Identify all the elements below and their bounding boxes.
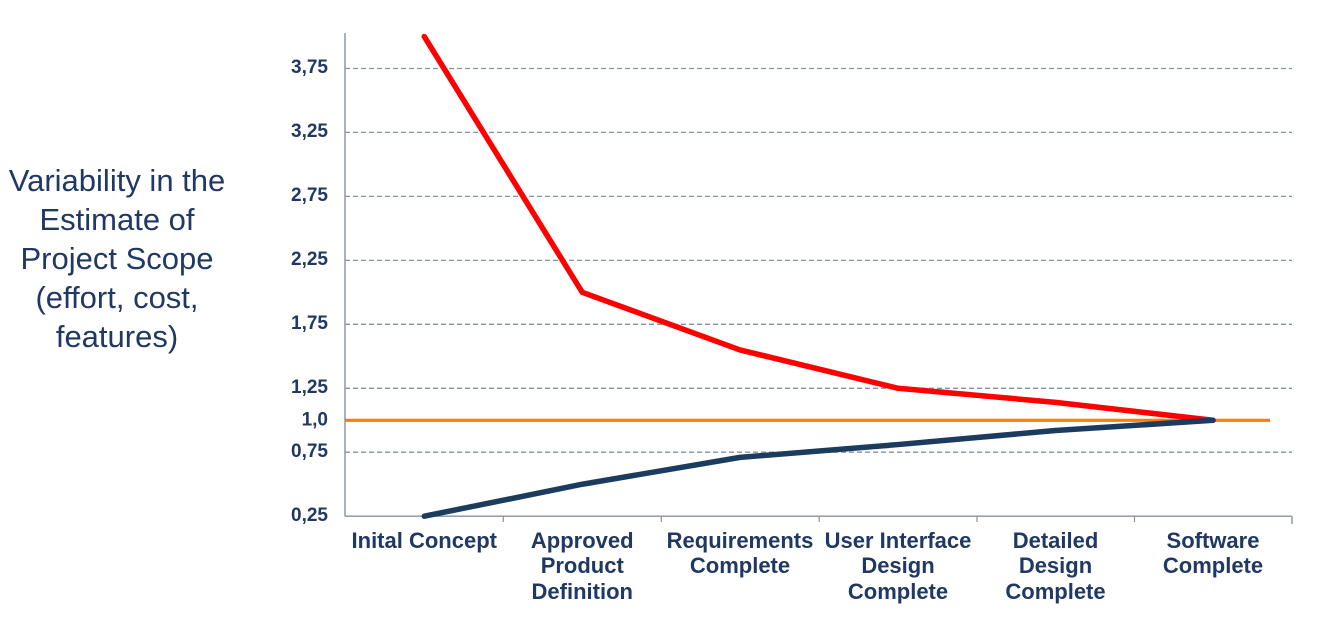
svg-text:3,75: 3,75 [291, 57, 328, 78]
svg-text:1,25: 1,25 [291, 377, 328, 398]
svg-text:Complete: Complete [690, 553, 790, 578]
svg-text:1,0: 1,0 [302, 410, 328, 431]
svg-text:0,75: 0,75 [291, 441, 328, 462]
svg-text:2,75: 2,75 [291, 185, 328, 206]
svg-text:Software: Software [1167, 528, 1260, 553]
svg-text:1,75: 1,75 [291, 313, 328, 334]
svg-text:Approved: Approved [531, 528, 634, 553]
svg-text:0,25: 0,25 [291, 505, 328, 526]
svg-text:Detailed: Detailed [1013, 528, 1099, 553]
svg-text:Design: Design [861, 553, 934, 578]
svg-text:Design: Design [1019, 553, 1092, 578]
svg-text:Complete: Complete [848, 579, 948, 604]
svg-text:2,25: 2,25 [291, 249, 328, 270]
svg-text:Complete: Complete [1005, 579, 1105, 604]
svg-text:Inital Concept: Inital Concept [352, 528, 498, 553]
svg-text:Requirements: Requirements [667, 528, 814, 553]
svg-text:Product: Product [541, 553, 625, 578]
svg-text:User Interface: User Interface [825, 528, 972, 553]
svg-text:Complete: Complete [1163, 553, 1263, 578]
svg-text:3,25: 3,25 [291, 121, 328, 142]
svg-text:Definition: Definition [532, 579, 633, 604]
